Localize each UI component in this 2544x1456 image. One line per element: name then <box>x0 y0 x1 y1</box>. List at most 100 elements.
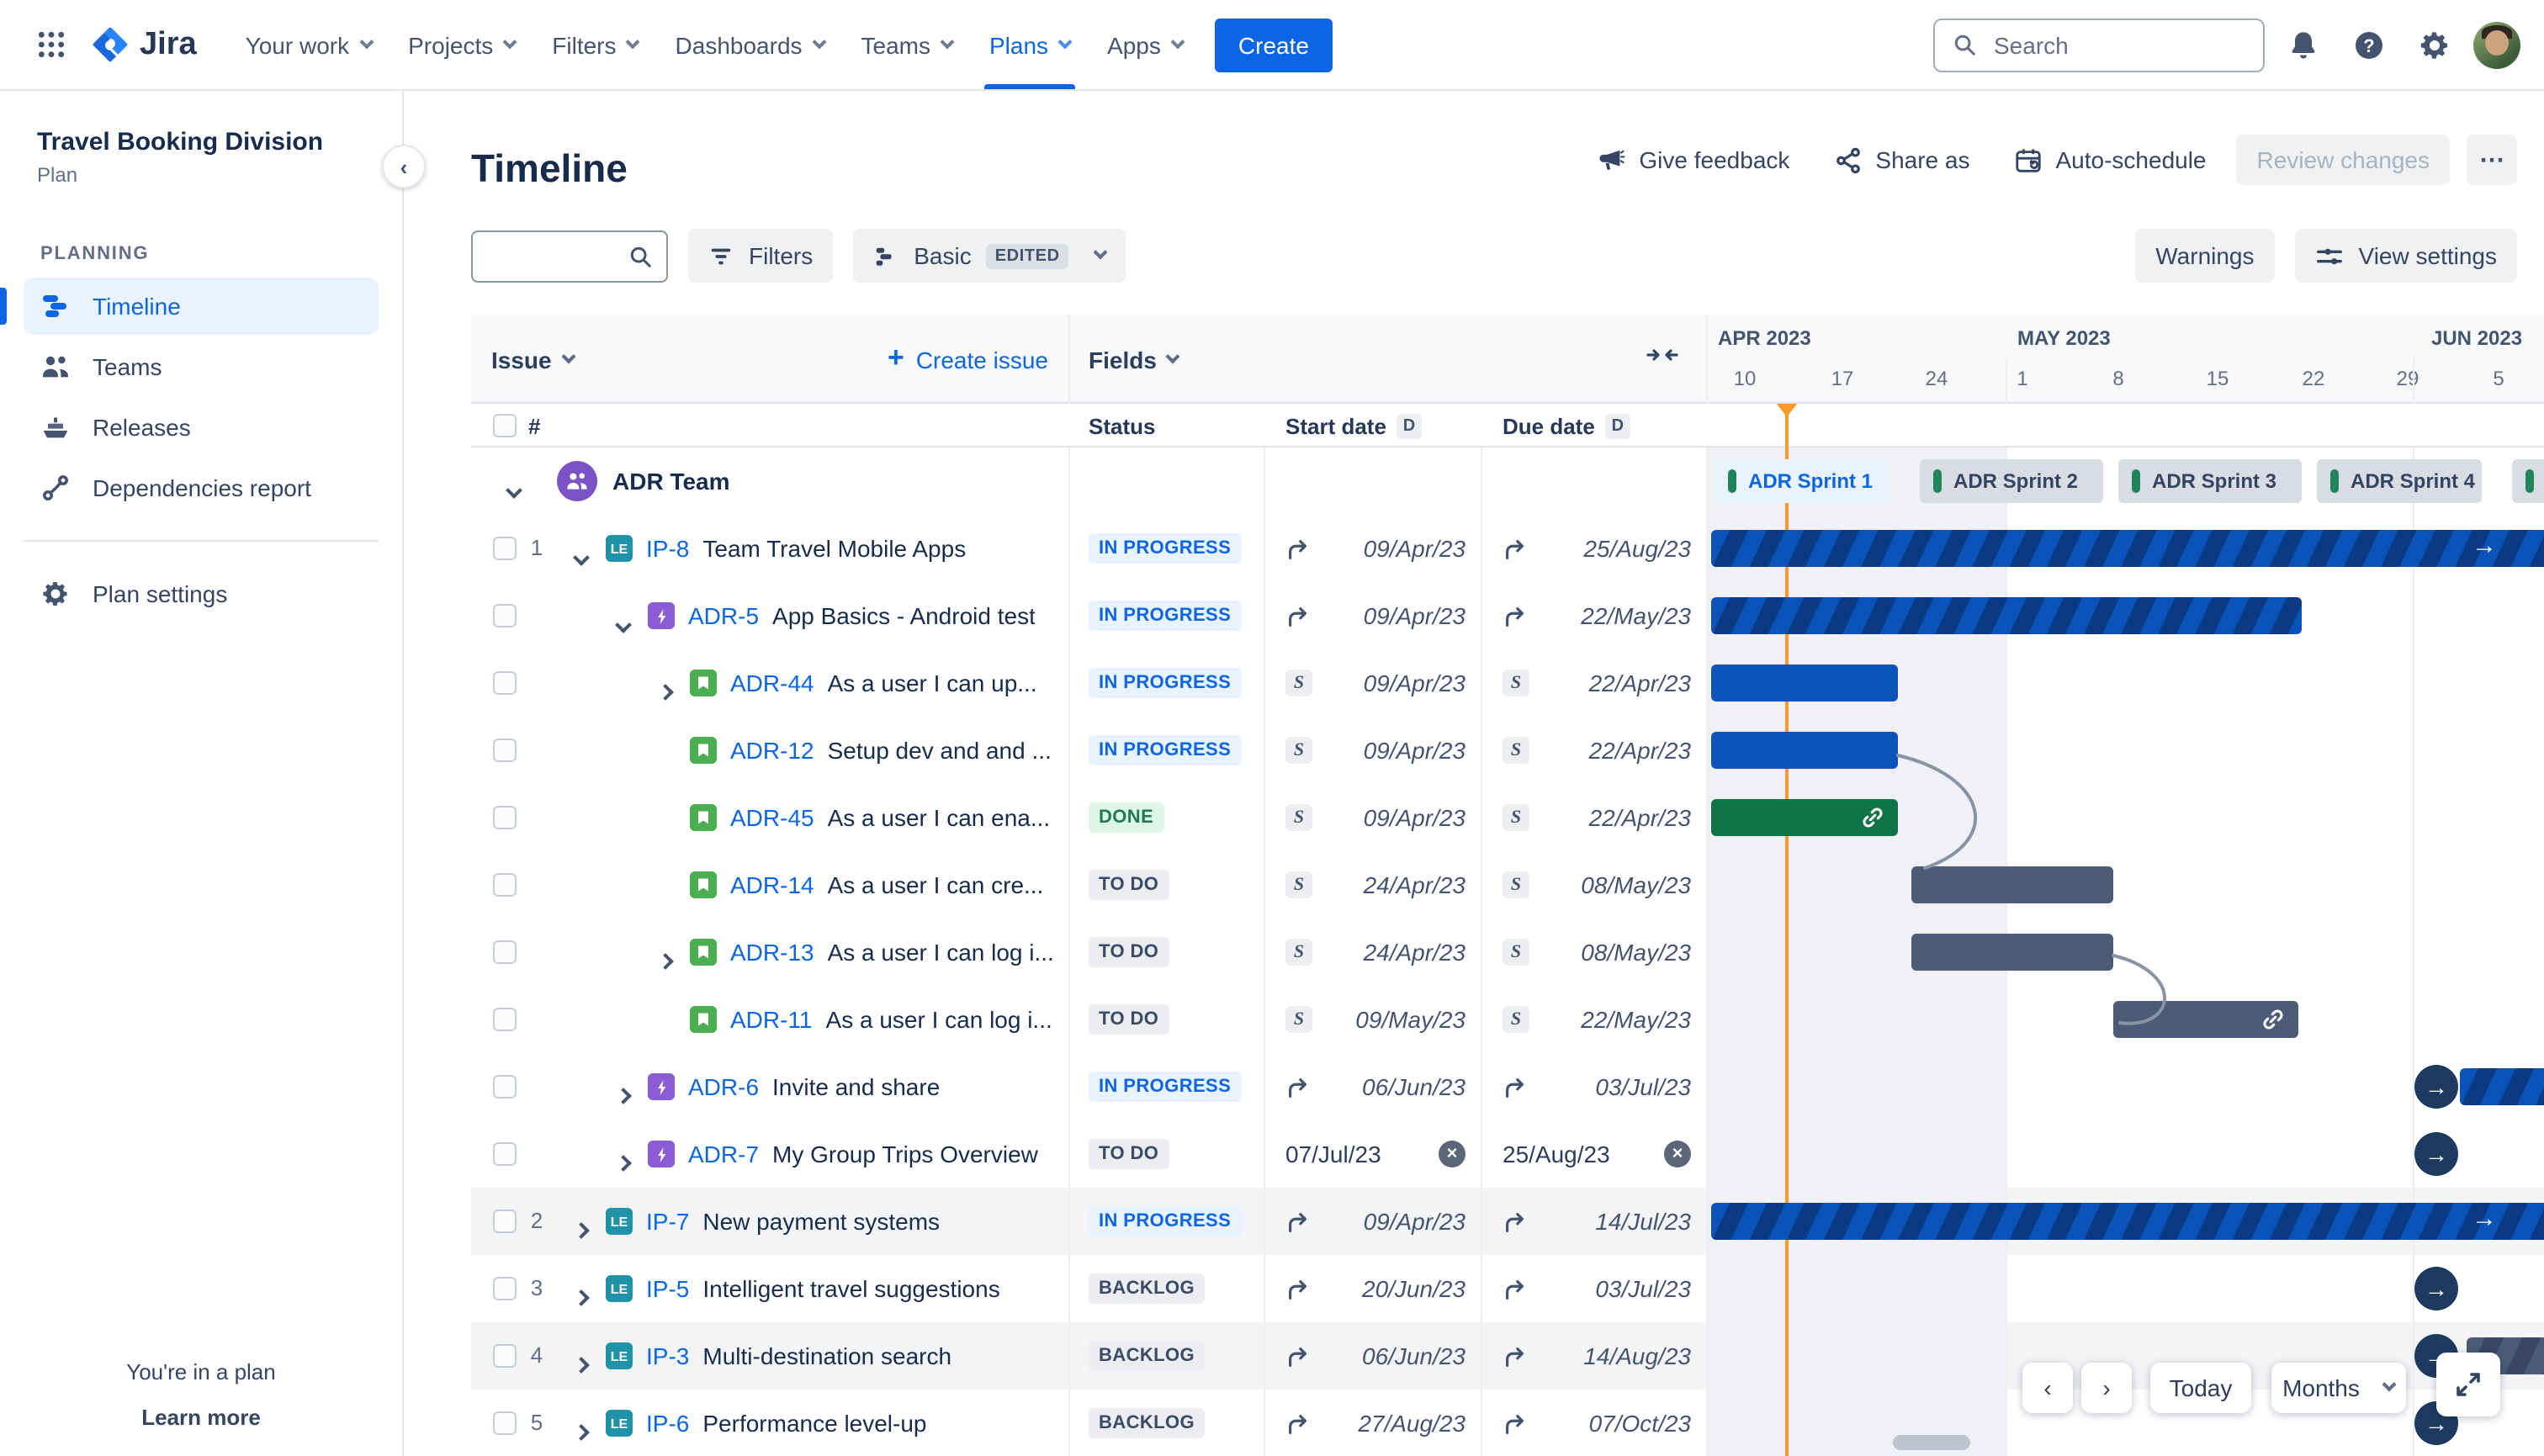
nav-item-plans[interactable]: Plans <box>971 0 1089 89</box>
sidebar-item-teams[interactable]: Teams <box>24 338 379 395</box>
issue-key[interactable]: ADR-12 <box>730 737 814 764</box>
issue-row[interactable]: 3 LE IP-5 Intelligent travel suggestions BAC… <box>471 1255 2544 1322</box>
sprint-chip[interactable]: ADR Sprint 2 <box>1920 459 2103 503</box>
status-badge[interactable]: IN PROGRESS <box>1089 533 1242 564</box>
horizontal-scrollbar[interactable] <box>1893 1435 1970 1450</box>
create-issue-button[interactable]: + Create issue <box>887 341 1048 373</box>
fullscreen-expand-button[interactable] <box>2436 1353 2500 1416</box>
nav-item-filters[interactable]: Filters <box>533 0 656 89</box>
start-date-cell[interactable]: S 24/Apr/23 <box>1264 919 1481 986</box>
sprint-chip[interactable]: ADR Sprint 1 <box>1715 459 1889 503</box>
view-settings-button[interactable]: View settings <box>2294 229 2517 283</box>
row-checkbox[interactable] <box>493 1210 517 1233</box>
jira-logo[interactable]: Jira <box>91 25 197 64</box>
gantt-bar-adr-5[interactable] <box>1711 597 2302 634</box>
start-date-cell[interactable]: 09/Apr/23 <box>1264 515 1481 582</box>
gantt-bar-ip-7[interactable]: → <box>1711 1203 2544 1240</box>
row-checkbox[interactable] <box>493 1277 517 1300</box>
start-date-cell[interactable]: S 09/Apr/23 <box>1264 717 1481 784</box>
learn-more-link[interactable]: Learn more <box>141 1405 261 1430</box>
issue-key[interactable]: ADR-14 <box>730 871 814 898</box>
due-date-cell[interactable]: 03/Jul/23 <box>1481 1255 1706 1322</box>
issue-key[interactable]: IP-5 <box>646 1275 690 1302</box>
row-checkbox[interactable] <box>493 604 517 627</box>
row-checkbox[interactable] <box>493 671 517 695</box>
start-date-cell[interactable]: 09/Apr/23 <box>1264 1188 1481 1255</box>
gantt-bar-adr-44[interactable] <box>1711 664 1898 702</box>
issue-key[interactable]: IP-6 <box>646 1410 690 1437</box>
filters-button[interactable]: Filters <box>688 229 834 283</box>
row-checkbox[interactable] <box>493 1344 517 1368</box>
status-badge[interactable]: BACKLOG <box>1089 1273 1206 1304</box>
issue-key[interactable]: IP-7 <box>646 1208 690 1235</box>
nav-item-teams[interactable]: Teams <box>843 0 971 89</box>
row-expand-chevron[interactable] <box>615 1080 632 1110</box>
due-date-cell[interactable]: 03/Jul/23 <box>1481 1053 1706 1120</box>
status-badge[interactable]: IN PROGRESS <box>1089 1072 1242 1102</box>
start-date-cell[interactable]: S 24/Apr/23 <box>1264 851 1481 919</box>
notifications-bell-icon[interactable] <box>2276 18 2330 71</box>
warnings-button[interactable]: Warnings <box>2135 229 2275 283</box>
give-feedback-button[interactable]: Give feedback <box>1583 135 1803 185</box>
create-button[interactable]: Create <box>1214 18 1333 71</box>
group-row[interactable]: ADR Team <box>471 447 2544 515</box>
row-checkbox[interactable] <box>493 1142 517 1166</box>
status-badge[interactable]: TO DO <box>1089 1004 1169 1035</box>
settings-gear-icon[interactable] <box>2408 18 2462 71</box>
due-date-cell[interactable]: S 22/Apr/23 <box>1481 717 1706 784</box>
issue-key[interactable]: ADR-45 <box>730 804 814 831</box>
row-checkbox[interactable] <box>493 873 517 897</box>
row-checkbox[interactable] <box>493 1008 517 1031</box>
start-date-cell[interactable]: 20/Jun/23 <box>1264 1255 1481 1322</box>
timeline-prev-button[interactable]: ‹ <box>2022 1363 2073 1413</box>
status-badge[interactable]: DONE <box>1089 802 1164 833</box>
due-date-cell[interactable]: 14/Aug/23 <box>1481 1322 1706 1390</box>
start-date-cell[interactable]: 07/Jul/23 × <box>1264 1120 1481 1188</box>
dependency-link-icon[interactable] <box>2261 1008 2285 1031</box>
issue-row[interactable]: 5 LE IP-6 Performance level-up BACKLOG 27/Aug… <box>471 1390 2544 1456</box>
nav-item-projects[interactable]: Projects <box>390 0 533 89</box>
gantt-bar-adr-14[interactable] <box>1911 866 2113 903</box>
row-checkbox[interactable] <box>493 940 517 964</box>
row-checkbox[interactable] <box>493 537 517 560</box>
issue-row[interactable]: ADR-6 Invite and share IN PROGRESS 06/Jun/2… <box>471 1053 2544 1120</box>
help-icon[interactable]: ? <box>2342 18 2396 71</box>
gantt-bar-adr-6[interactable] <box>2460 1068 2544 1105</box>
status-badge[interactable]: TO DO <box>1089 937 1169 967</box>
due-date-cell[interactable]: S 08/May/23 <box>1481 851 1706 919</box>
fields-header[interactable]: Fields <box>1089 315 1181 404</box>
sidebar-item-timeline[interactable]: Timeline <box>0 278 379 335</box>
group-expand-chevron[interactable] <box>506 474 522 505</box>
sprint-chip[interactable]: ADR Sprint 4 <box>2317 459 2482 503</box>
due-date-cell[interactable]: S 22/Apr/23 <box>1481 649 1706 717</box>
start-date-cell[interactable]: 06/Jun/23 <box>1264 1053 1481 1120</box>
status-badge[interactable]: BACKLOG <box>1089 1408 1206 1438</box>
issue-row[interactable]: ADR-44 As a user I can up... IN PROGRESS S 0… <box>471 649 2544 717</box>
row-expand-chevron[interactable] <box>573 1215 590 1245</box>
issue-key[interactable]: ADR-11 <box>730 1006 813 1033</box>
issue-row[interactable]: 1 LE IP-8 Team Travel Mobile Apps IN PROGRES… <box>471 515 2544 582</box>
row-expand-chevron[interactable] <box>657 945 674 976</box>
nav-item-apps[interactable]: Apps <box>1089 0 1201 89</box>
due-date-cell[interactable]: S 08/May/23 <box>1481 919 1706 986</box>
row-checkbox[interactable] <box>493 1411 517 1435</box>
scroll-to-bar-button[interactable]: → <box>2414 1132 2458 1176</box>
issue-key[interactable]: ADR-7 <box>688 1141 760 1167</box>
nav-item-dashboards[interactable]: Dashboards <box>657 0 843 89</box>
issue-key[interactable]: ADR-13 <box>730 939 814 966</box>
timeline-next-button[interactable]: › <box>2081 1363 2132 1413</box>
share-as-button[interactable]: Share as <box>1820 135 1983 185</box>
due-date-cell[interactable]: S 22/Apr/23 <box>1481 784 1706 851</box>
row-checkbox[interactable] <box>493 806 517 829</box>
gantt-bar-adr-11[interactable] <box>2113 1001 2298 1038</box>
gantt-bar-adr-12[interactable] <box>1711 732 1898 769</box>
issue-key[interactable]: ADR-44 <box>730 670 814 696</box>
sprint-chip[interactable]: ADR Sprint 5 <box>2512 459 2544 503</box>
today-button[interactable]: Today <box>2150 1363 2251 1413</box>
global-search[interactable] <box>1933 18 2265 71</box>
due-date-cell[interactable]: 22/May/23 <box>1481 582 1706 649</box>
status-badge[interactable]: IN PROGRESS <box>1089 735 1242 765</box>
remove-date-icon[interactable]: × <box>1664 1141 1691 1167</box>
due-date-cell[interactable]: 14/Jul/23 <box>1481 1188 1706 1255</box>
sprint-chip[interactable]: ADR Sprint 3 <box>2118 459 2302 503</box>
